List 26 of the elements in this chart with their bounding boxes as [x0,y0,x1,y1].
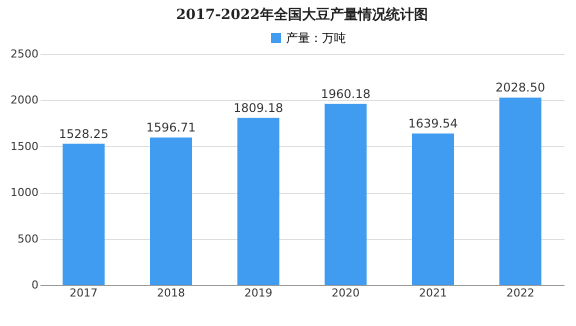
x-tick-label: 2020 [332,286,360,300]
bar [499,98,542,285]
y-tick-label: 2000 [10,94,38,107]
bar [237,118,280,285]
text: 1596.71 [146,120,196,134]
y-tick-label: 500 [18,232,38,246]
legend-label: 产量：万吨 [286,31,346,45]
text: 2028.50 [496,80,546,95]
text: 1639.54 [408,116,458,131]
y-tick-label: 2500 [10,48,38,60]
bar [412,134,454,285]
bar [150,137,192,285]
x-tick-label: 2017 [70,286,98,300]
chart-title: 2017-2022年全国大豆产量情况统计图 [176,6,428,23]
x-tick-label: 2021 [419,286,447,300]
bar [324,104,367,285]
x-tick-label: 2018 [157,286,185,300]
text: 1809.18 [234,100,284,115]
y-tick-label: 0 [32,278,38,292]
x-tick-label: 2022 [506,286,534,300]
text: 1528.25 [58,126,108,141]
y-tick-label: 1000 [10,186,38,200]
y-tick-label: 1500 [10,140,38,153]
x-tick-label: 2019 [244,286,272,300]
bar [62,144,105,285]
text: 1960.18 [320,86,370,101]
